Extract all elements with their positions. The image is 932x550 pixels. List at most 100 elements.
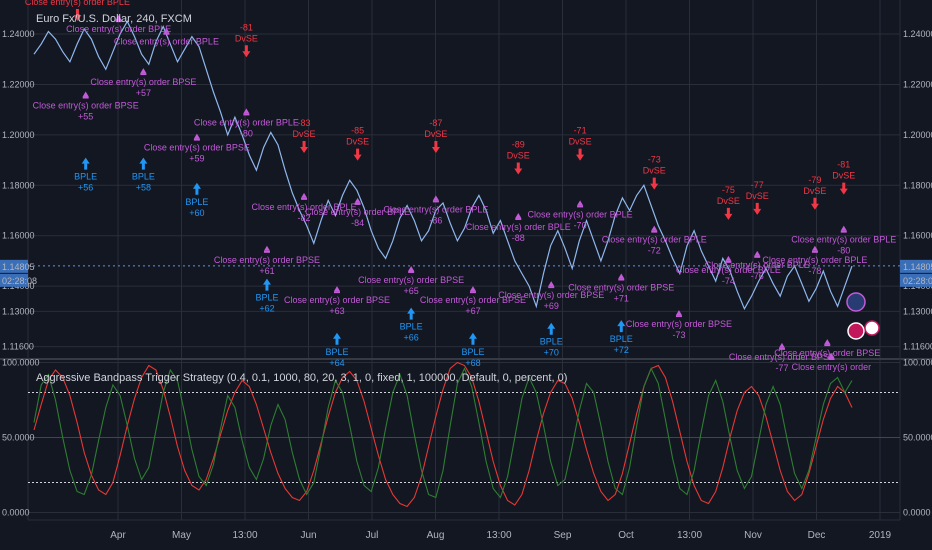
trigger-series-red[interactable]: [33, 361, 853, 508]
signal-label: DvSE: [569, 137, 592, 147]
signal-close[interactable]: Close entry(s) order BPSE: [774, 339, 880, 358]
x-tick-label: Apr: [110, 530, 126, 541]
arrow-up-icon: [81, 157, 90, 170]
signal-label: Close entry(s) order BPSE: [358, 275, 464, 285]
signal-close[interactable]: Close entry(s) order BPSE-77: [729, 342, 835, 373]
bar-icon: [778, 347, 785, 350]
signal-long[interactable]: BPLE+56: [74, 157, 97, 193]
signal-close[interactable]: Close entry(s) order BPLE-84: [305, 197, 410, 228]
arrow-up-icon: [778, 342, 785, 348]
signal-close[interactable]: Close entry(s) order BPSE-73: [626, 310, 732, 340]
signal-close[interactable]: Close entry(s) order BPLE-82: [252, 192, 357, 223]
arrow-up-icon: [548, 281, 555, 287]
signal-value: +71: [614, 294, 629, 304]
signal-long[interactable]: BPLE+62: [255, 278, 278, 314]
signal-close[interactable]: Close entry(s) order BPSE+55: [33, 91, 139, 122]
signal-close[interactable]: Close entry(s) order BPSE+63: [284, 286, 390, 316]
arrow-up-icon: [754, 250, 761, 256]
bar-icon: [675, 315, 682, 318]
signal-value: -73: [672, 330, 685, 340]
signal-long[interactable]: BPLE+72: [610, 320, 633, 355]
signal-long[interactable]: BPLE+66: [400, 307, 423, 343]
x-tick-label: Oct: [618, 530, 634, 541]
signal-close[interactable]: Close entry(s) order BPSE+71: [568, 273, 674, 304]
x-tick-label: May: [172, 530, 191, 541]
signal-close[interactable]: Close entry(s) order BPSE+67: [420, 286, 526, 316]
signal-close[interactable]: Close entry(s) order BPLE-72: [602, 225, 707, 256]
arrow-down-icon: [839, 182, 848, 195]
x-tick-label: 13:00: [677, 530, 702, 541]
signal-long[interactable]: BPLE+68: [461, 332, 484, 368]
strategy-marker-icon[interactable]: [847, 322, 865, 340]
time-axis: Apr May 13:00 Jun Jul Aug 13:00 Sep Oct 13:00 Nov D…: [110, 530, 891, 541]
x-tick-label: Aug: [427, 530, 445, 541]
signal-close[interactable]: Close entry(s) order BPLE: [66, 15, 171, 34]
signal-short[interactable]: Close entry(s) order BPLE: [25, 0, 130, 22]
signal-close[interactable]: Close entry(s) order BPLE-88: [466, 213, 571, 243]
signal-label: Close entry(s) order BPSE: [33, 101, 139, 111]
bar-icon: [577, 205, 584, 208]
signal-close[interactable]: Close entry(s) order BPLE-80: [791, 225, 896, 256]
arrow-up-icon: [577, 200, 584, 206]
bar-icon: [824, 344, 831, 347]
signal-close[interactable]: Close entry(s) order: [792, 352, 872, 372]
arrow-up-icon: [139, 157, 148, 170]
signal-long[interactable]: BPLE+70: [540, 322, 563, 358]
signal-long[interactable]: BPLE+58: [132, 157, 155, 193]
signal-close[interactable]: Close entry(s) order BPLE-80: [194, 108, 299, 138]
signal-value: -74: [722, 276, 735, 286]
signal-close[interactable]: Close entry(s) order BPSE+65: [358, 265, 464, 296]
arrow-down-icon: [514, 162, 523, 175]
strategy-markers[interactable]: [846, 292, 880, 340]
signal-label: BPLE: [132, 172, 155, 182]
signal-close[interactable]: Close entry(s) order BPLE: [114, 27, 219, 47]
arrow-up-icon: [354, 197, 361, 203]
price-series[interactable]: [33, 20, 853, 311]
signal-value: +63: [329, 306, 344, 316]
arrow-up-icon: [651, 225, 658, 231]
signal-close[interactable]: Close entry(s) order BPLE-70: [528, 200, 633, 230]
signal-value: -70: [574, 220, 587, 230]
y-tick-label: 0.0000: [903, 508, 931, 518]
bar-icon: [354, 202, 361, 205]
bar-icon: [754, 255, 761, 258]
indicator-title[interactable]: Aggressive Bandpass Trigger Strategy (0.…: [36, 372, 567, 384]
arrow-up-icon: [82, 91, 89, 97]
signal-close[interactable]: Close entry(s) order BPLE-74: [676, 255, 781, 286]
signal-close[interactable]: Close entry(s) order BPLE-86: [383, 195, 488, 225]
signal-close[interactable]: Close entry(s) order BPLE-78: [762, 245, 867, 276]
signal-close[interactable]: Close entry(s) order BPLE-76: [705, 250, 810, 281]
signal-long[interactable]: BPLE+64: [325, 332, 349, 368]
signal-close[interactable]: Close entry(s) order BPSE+59: [144, 133, 250, 164]
strategy-marker-icon[interactable]: [846, 292, 866, 312]
signal-label: DvSE: [803, 186, 826, 196]
signal-long[interactable]: BPLE+60: [185, 182, 208, 218]
symbol-title[interactable]: Euro Fx/U.S. Dollar, 240, FXCM: [36, 13, 192, 25]
signal-label: Close entry(s) order BPLE: [676, 265, 781, 275]
signal-label: Close entry(s) order BPLE: [194, 117, 299, 127]
signal-close[interactable]: Close entry(s) order BPSE+69: [498, 281, 604, 311]
countdown-badge-left: [0, 273, 28, 287]
signal-label: BPLE: [610, 334, 633, 344]
signal-close[interactable]: Close entry(s) order BPSE+57: [90, 68, 196, 98]
strategy-marker-icon[interactable]: [864, 320, 880, 336]
signal-value: +61: [259, 266, 274, 276]
signal-value: -73: [648, 155, 661, 165]
signal-label: Close entry(s) order BPLE: [762, 255, 867, 265]
signal-value: -76: [751, 271, 764, 281]
x-tick-label: Jul: [366, 530, 379, 541]
trigger-series-green[interactable]: [33, 367, 853, 499]
signal-close[interactable]: Close entry(s) order BPSE+61: [214, 245, 320, 276]
